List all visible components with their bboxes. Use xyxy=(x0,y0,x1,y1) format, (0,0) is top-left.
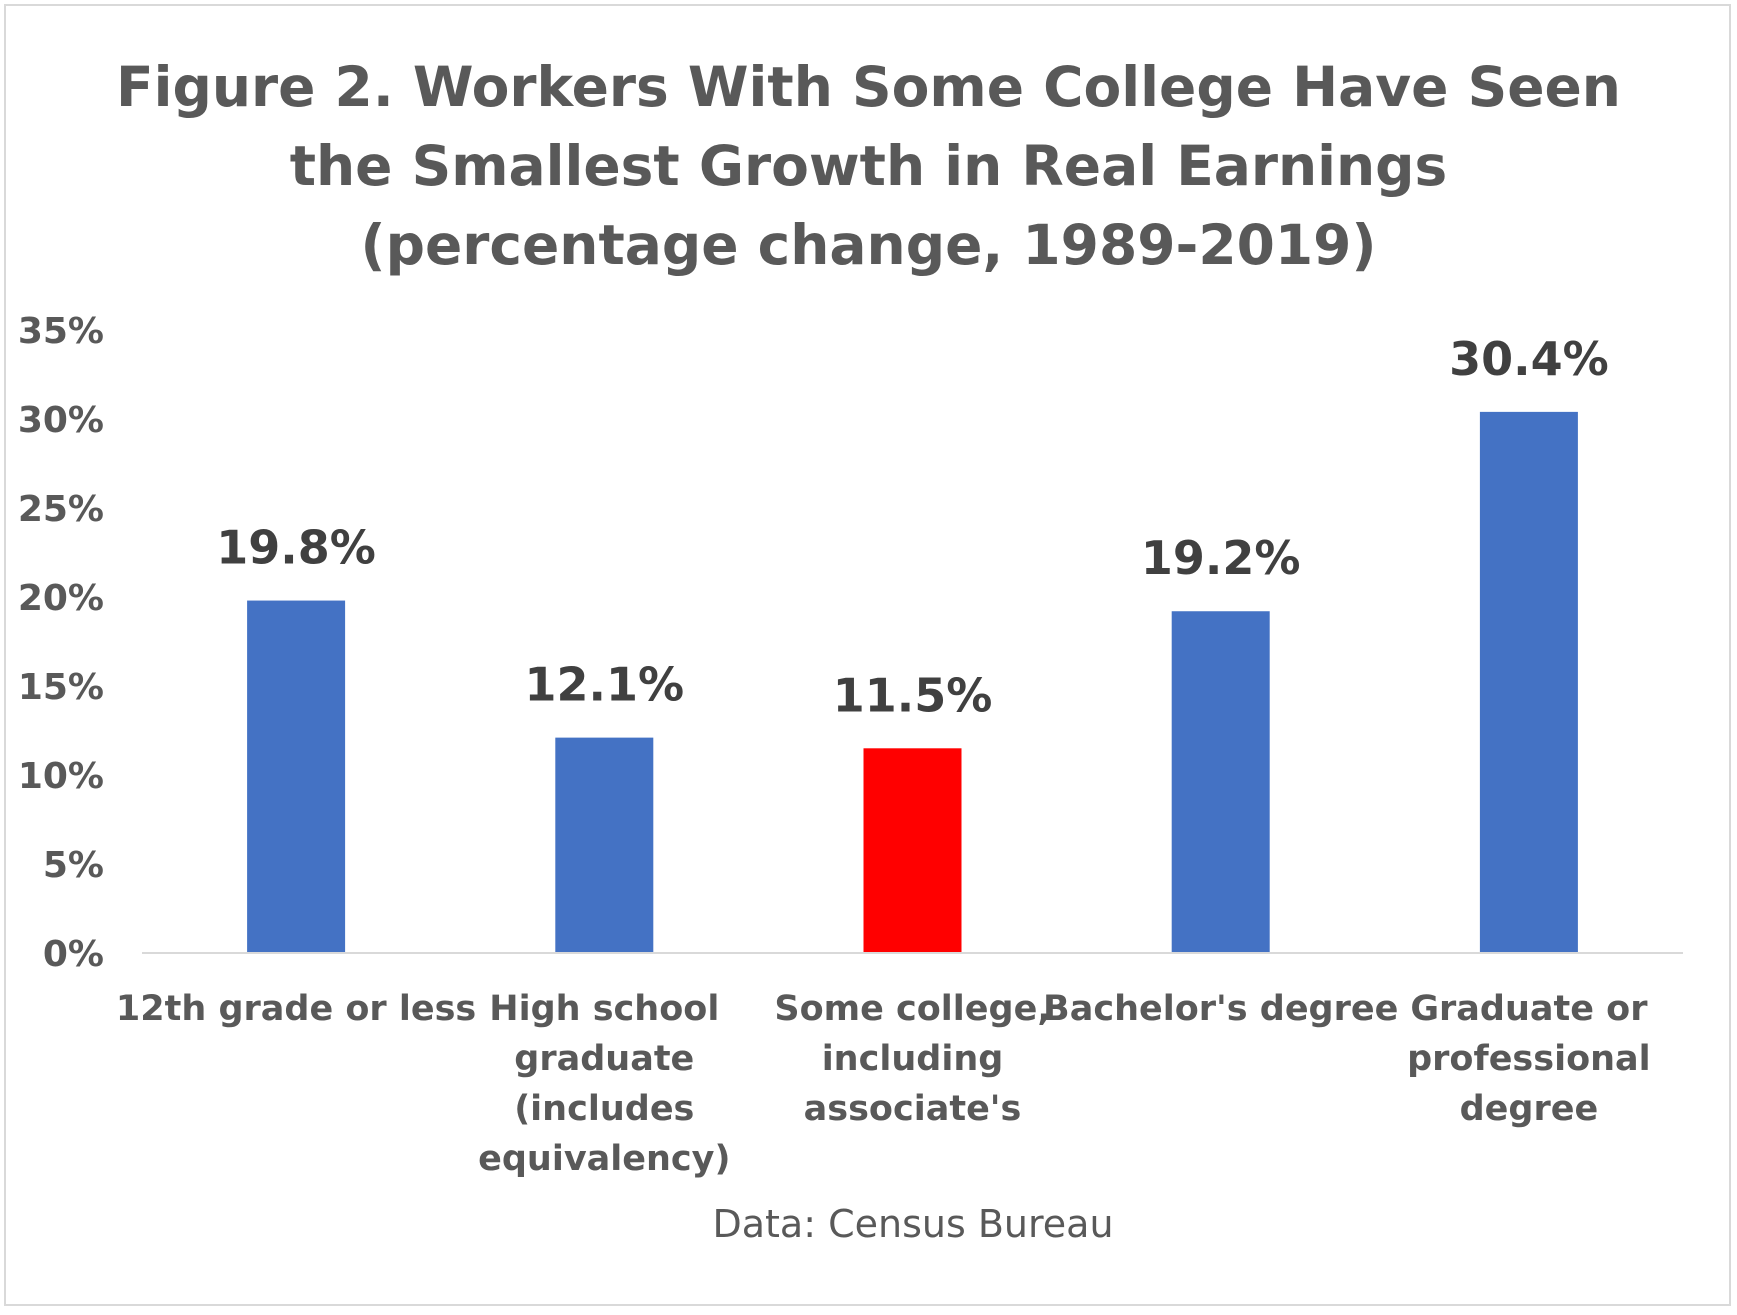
category-label-line: 12th grade or less xyxy=(116,989,476,1029)
y-tick-label: 15% xyxy=(18,667,104,708)
category-label-line: including xyxy=(822,1039,1004,1079)
y-tick-label: 5% xyxy=(43,845,104,886)
bar xyxy=(1171,611,1270,953)
category-label: High school graduate (includes equivalency) xyxy=(478,989,730,1179)
y-tick-label: 20% xyxy=(18,578,104,619)
category-label-line: High school xyxy=(489,989,719,1029)
data-label: 11.5% xyxy=(833,668,993,722)
category-label: Graduate or professional degree xyxy=(1407,989,1651,1129)
category-label-line: Bachelor's degree xyxy=(1043,989,1398,1029)
y-tick-label: 30% xyxy=(18,400,104,441)
y-tick-label: 0% xyxy=(43,934,104,975)
chart-title-line-1: Figure 2. Workers With Some College Have… xyxy=(116,55,1621,119)
bar xyxy=(555,737,654,953)
source-note: Data: Census Bureau xyxy=(712,1202,1114,1246)
chart-title-line-3: (percentage change, 1989-2019) xyxy=(360,213,1377,277)
chart-title-line-2: the Smallest Growth in Real Earnings xyxy=(289,134,1448,198)
data-label: 12.1% xyxy=(525,658,685,712)
bar xyxy=(247,600,346,953)
category-label-line: professional xyxy=(1407,1039,1651,1079)
data-labels: 19.8% 12.1% 11.5% 19.2% 30.4% xyxy=(216,332,1608,722)
y-tick-label: 25% xyxy=(18,489,104,530)
category-label: Bachelor's degree xyxy=(1043,989,1398,1029)
category-label-line: associate's xyxy=(804,1089,1022,1129)
data-label: 30.4% xyxy=(1449,332,1609,386)
category-label-line: Some college, xyxy=(774,989,1050,1029)
chart-title: Figure 2. Workers With Some College Have… xyxy=(0,48,1737,285)
data-label: 19.2% xyxy=(1141,531,1301,585)
category-label-line: Graduate or xyxy=(1410,989,1648,1029)
category-label-line: degree xyxy=(1460,1089,1599,1129)
category-labels: 12th grade or less High school graduate (in… xyxy=(116,989,1651,1179)
category-label-line: graduate xyxy=(514,1039,694,1079)
y-axis: 0% 5% 10% 15% 20% 25% 30% 35% xyxy=(18,311,104,975)
category-label-line: equivalency) xyxy=(478,1139,730,1179)
y-tick-label: 10% xyxy=(18,756,104,797)
y-tick-label: 35% xyxy=(18,311,104,352)
category-label: 12th grade or less xyxy=(116,989,476,1029)
category-label: Some college, including associate's xyxy=(774,989,1050,1129)
bars xyxy=(247,411,1578,953)
data-label: 19.8% xyxy=(216,521,376,575)
bar xyxy=(1479,411,1578,953)
bar xyxy=(863,748,962,953)
category-label-line: (includes xyxy=(514,1089,694,1129)
